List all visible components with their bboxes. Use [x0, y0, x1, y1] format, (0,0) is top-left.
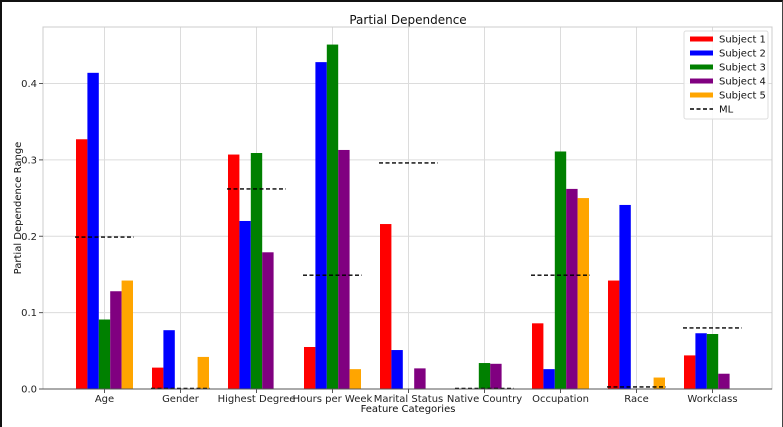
bar-subject-3: [326, 44, 339, 389]
y-tick-label: 0.1: [21, 308, 37, 319]
bar-subject-1: [532, 323, 544, 389]
bar-subject-2: [619, 204, 631, 389]
bar-subject-5: [349, 369, 361, 389]
bar-subject-4: [262, 252, 274, 389]
y-tick-label: 0.2: [21, 232, 37, 243]
bar-subject-3: [706, 334, 719, 389]
bar-subject-1: [684, 355, 696, 389]
bar-subject-1: [76, 139, 88, 389]
bars: [76, 44, 730, 390]
bar-subject-2: [239, 220, 251, 389]
y-axis-label: Partial Dependence Range: [13, 142, 24, 275]
x-tick-label: Marital Status: [374, 394, 444, 405]
bar-subject-3: [554, 151, 567, 389]
y-axis-ticks: 0.0 0.1 0.2 0.3 0.4: [21, 79, 43, 396]
x-tick-label: Hours per Week: [293, 394, 373, 405]
bar-subject-4: [566, 188, 578, 389]
legend: Subject 1 Subject 2 Subject 3 Subject 4 Subj…: [683, 30, 769, 120]
bar-subject-1: [608, 280, 620, 389]
legend-swatch-1: [690, 36, 713, 42]
legend-label: Subject 5: [719, 91, 766, 102]
legend-label: Subject 2: [719, 49, 766, 60]
bar-subject-3: [250, 153, 263, 389]
bar-subject-5: [197, 356, 209, 389]
bar-subject-5: [121, 280, 133, 389]
bar-subject-2: [87, 72, 99, 389]
bar-subject-5: [577, 198, 589, 389]
legend-swatch-5: [690, 92, 713, 98]
y-tick-label: 0.3: [21, 155, 37, 166]
x-tick-label: Highest Degree: [218, 394, 296, 405]
y-tick-label: 0.4: [21, 79, 37, 90]
x-tick-label: Gender: [162, 394, 200, 405]
legend-label: Subject 1: [719, 35, 766, 46]
bar-subject-2: [391, 350, 403, 389]
legend-swatch-3: [690, 64, 713, 70]
x-axis-label: Feature Categories: [361, 404, 456, 415]
bar-subject-2: [315, 62, 327, 390]
x-tick-label: Workclass: [687, 394, 737, 405]
bar-subject-1: [304, 346, 316, 389]
legend-swatch-2: [690, 50, 713, 56]
x-tick-label: Occupation: [532, 394, 589, 405]
legend-swatch-4: [690, 78, 713, 84]
bar-subject-4: [110, 291, 122, 389]
bar-subject-2: [543, 369, 555, 389]
bar-subject-2: [695, 333, 707, 389]
bar-subject-2: [163, 330, 175, 389]
x-tick-label: Age: [95, 394, 114, 405]
bar-subject-5: [653, 377, 665, 389]
bar-subject-4: [718, 373, 730, 389]
bar-subject-3: [478, 363, 491, 389]
legend-label: Subject 3: [719, 63, 766, 74]
bar-subject-1: [380, 224, 392, 389]
plot-area: [42, 26, 773, 390]
bar-subject-4: [414, 368, 426, 389]
bar-subject-3: [98, 319, 111, 389]
x-tick-label: Race: [624, 394, 649, 405]
bar-subject-1: [228, 154, 240, 389]
y-tick-label: 0.0: [21, 385, 37, 396]
legend-label: ML: [719, 105, 734, 116]
chart-title: Partial Dependence: [349, 13, 466, 27]
bar-subject-1: [152, 367, 164, 389]
legend-label: Subject 4: [719, 77, 766, 88]
grid-lines: [43, 27, 772, 390]
bar-subject-4: [490, 363, 502, 389]
x-tick-label: Native Country: [447, 394, 522, 405]
bar-subject-4: [338, 149, 350, 389]
